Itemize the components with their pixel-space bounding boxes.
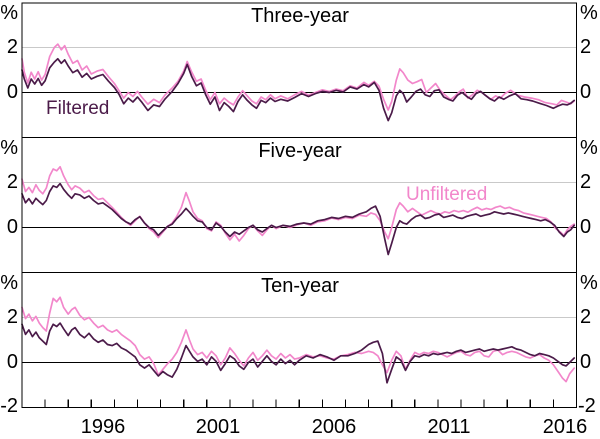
y-tick-left-p3-0: 0: [6, 351, 18, 373]
series-line-unfiltered-panel-0: [21, 43, 576, 111]
y-tick-right-p2-2: 2: [580, 171, 592, 193]
y-tick-right-p1-2: 2: [580, 36, 592, 58]
y-axis-unit-left-p2: %: [0, 137, 18, 159]
y-axis-unit-left-p1: %: [0, 2, 18, 24]
x-tick-label-2006: 2006: [311, 416, 357, 438]
series-line-filtered-panel-1: [21, 182, 576, 256]
x-tick-label-2011: 2011: [427, 416, 471, 438]
y-tick-right-p2-0: 0: [580, 216, 592, 238]
y-axis-unit-right-p2: %: [580, 137, 598, 159]
x-tick-label-1996: 1996: [80, 416, 126, 438]
series-label-unfiltered: Unfiltered: [406, 184, 488, 205]
y-tick-left-p3-2: 2: [6, 306, 18, 328]
y-tick-left-p2-2: 2: [6, 171, 18, 193]
y-tick-left-p3-neg2: -2: [0, 395, 18, 417]
panel-border-2: [21, 271, 578, 409]
y-tick-right-p3-neg2: -2: [578, 395, 596, 417]
x-tick-label-2001: 2001: [195, 416, 241, 438]
y-axis-unit-left-p3: %: [0, 272, 18, 294]
y-tick-left-p1-2: 2: [6, 36, 18, 58]
y-tick-right-p3-0: 0: [580, 351, 592, 373]
y-tick-left-p2-0: 0: [6, 216, 18, 238]
y-tick-left-p1-0: 0: [6, 81, 18, 103]
y-tick-right-p1-0: 0: [580, 81, 592, 103]
x-tick-label-2016: 2016: [542, 416, 588, 438]
y-axis-unit-right-p1: %: [580, 2, 598, 24]
panel-title-three-year: Three-year: [251, 5, 349, 27]
y-tick-right-p3-2: 2: [580, 306, 592, 328]
series-label-filtered: Filtered: [46, 98, 110, 119]
series-line-filtered-panel-2: [21, 322, 576, 384]
series-line-unfiltered-panel-2: [21, 296, 576, 383]
panel-title-ten-year: Ten-year: [261, 275, 339, 297]
panel-title-five-year: Five-year: [258, 140, 342, 162]
y-axis-unit-right-p3: %: [580, 272, 598, 294]
series-line-filtered-panel-0: [21, 57, 576, 122]
